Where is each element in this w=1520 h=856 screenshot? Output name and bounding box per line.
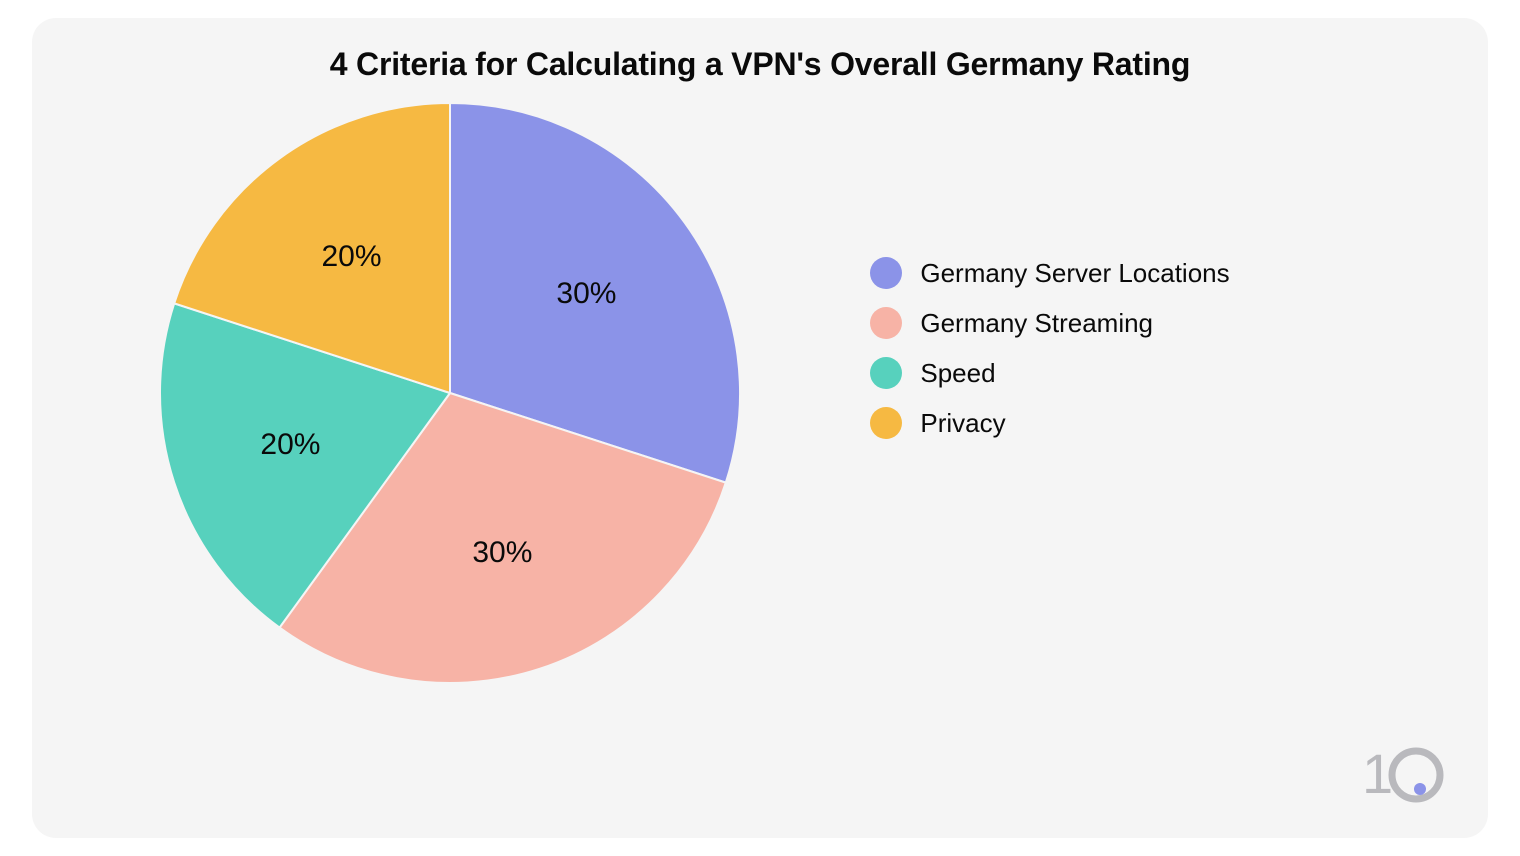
svg-text:1: 1 <box>1362 743 1393 805</box>
legend-item: Privacy <box>870 407 1229 439</box>
legend-item: Speed <box>870 357 1229 389</box>
chart-title: 4 Criteria for Calculating a VPN's Overa… <box>32 46 1488 83</box>
brand-logo: 1 <box>1358 743 1448 812</box>
slice-percent-label: 30% <box>556 277 616 311</box>
legend-swatch <box>870 357 902 389</box>
legend-item: Germany Server Locations <box>870 257 1229 289</box>
legend-label: Germany Streaming <box>920 308 1153 339</box>
slice-percent-label: 20% <box>321 240 381 274</box>
pie-svg <box>160 103 740 683</box>
chart-content: 30%30%20%20% Germany Server LocationsGer… <box>32 103 1488 683</box>
legend-label: Speed <box>920 358 995 389</box>
chart-card: 4 Criteria for Calculating a VPN's Overa… <box>32 18 1488 838</box>
legend: Germany Server Locations Germany Streamin… <box>870 257 1229 439</box>
slice-percent-label: 30% <box>472 536 532 570</box>
legend-item: Germany Streaming <box>870 307 1229 339</box>
legend-label: Germany Server Locations <box>920 258 1229 289</box>
legend-swatch <box>870 307 902 339</box>
legend-label: Privacy <box>920 408 1005 439</box>
pie-chart: 30% 30% 20% 20% <box>160 103 740 683</box>
legend-swatch <box>870 407 902 439</box>
slice-percent-label: 20% <box>260 428 320 462</box>
legend-swatch <box>870 257 902 289</box>
